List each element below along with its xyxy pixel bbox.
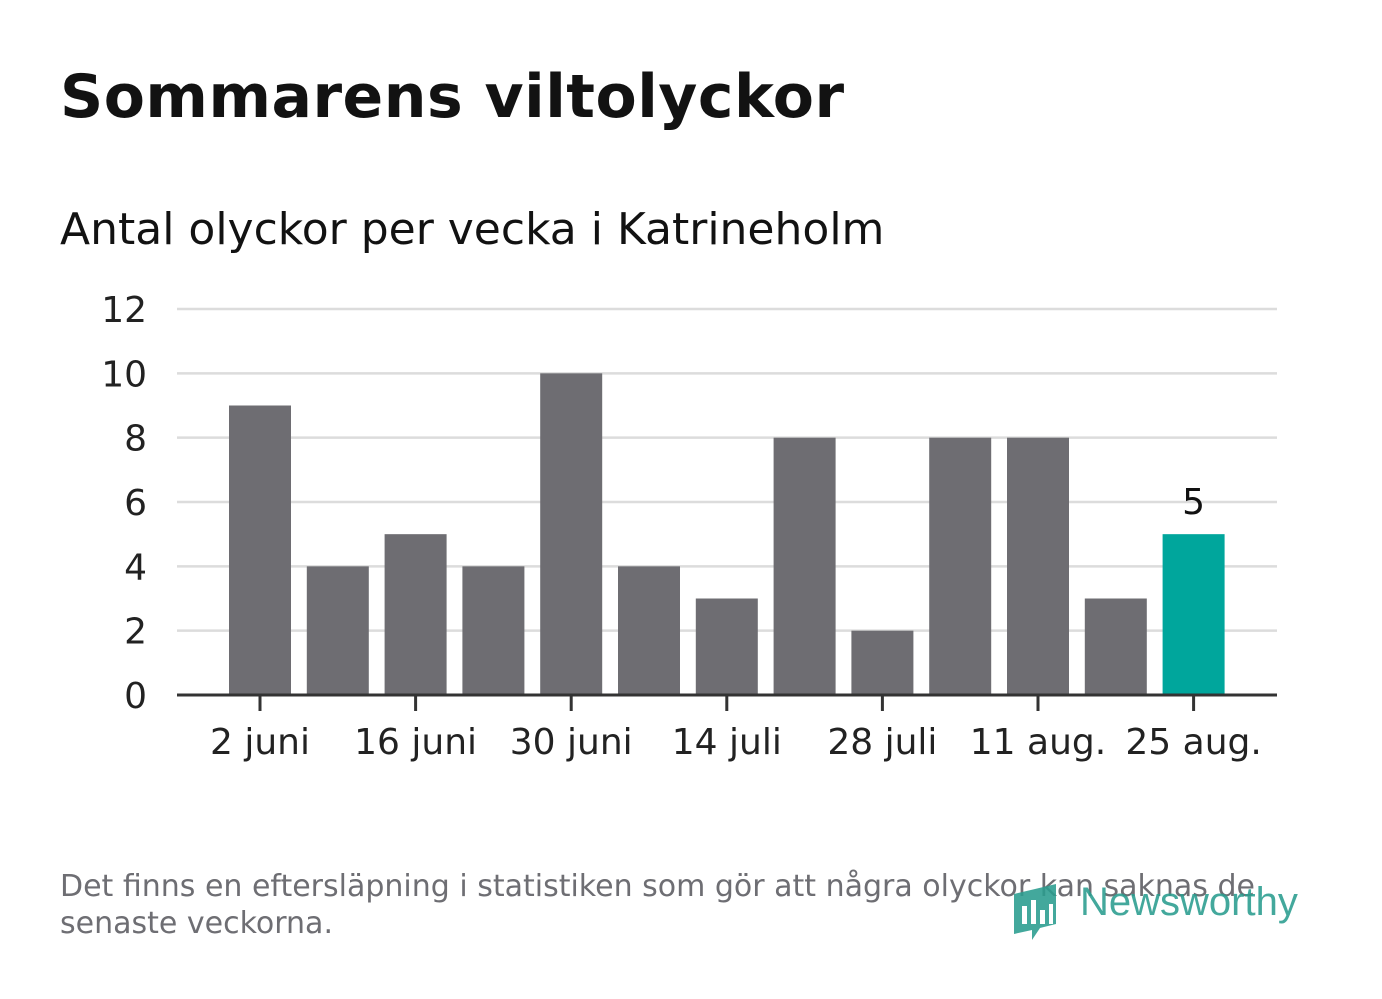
x-tick-label: 2 juni [210,722,310,763]
y-tick-label: 12 [101,290,147,331]
chart-title: Sommarens viltolyckor [60,62,845,132]
bar [618,566,680,695]
data-label: 5 [1182,482,1205,523]
x-tick-label: 30 juni [510,722,633,763]
y-tick-label: 0 [124,676,147,717]
bar [1007,437,1069,695]
x-tick-label: 16 juni [354,722,477,763]
bar [851,630,914,695]
bar [695,598,758,695]
chart-subtitle: Antal olyckor per vecka i Katrineholm [60,204,885,255]
logo-text: Newsworthy [1080,880,1298,924]
x-tick-label: 28 juli [827,722,937,763]
bar [306,566,369,695]
newsworthy-logo-icon [1014,884,1056,940]
bar [540,373,603,695]
x-tick-label: 14 juli [672,722,782,763]
x-tick-label: 11 aug. [970,722,1106,763]
y-tick-label: 6 [124,483,147,524]
bar [1084,598,1147,695]
x-tick-label: 25 aug. [1125,722,1261,763]
bar [929,437,992,695]
newsworthy-logo: Newsworthy [1010,880,1330,944]
bar [384,534,447,695]
bar [1162,534,1225,695]
y-tick-label: 4 [124,547,147,588]
y-tick-label: 10 [101,354,147,395]
bar [773,437,836,695]
bar [462,566,525,695]
y-tick-label: 8 [124,419,147,460]
bar [229,405,291,695]
y-tick-label: 2 [124,612,147,653]
